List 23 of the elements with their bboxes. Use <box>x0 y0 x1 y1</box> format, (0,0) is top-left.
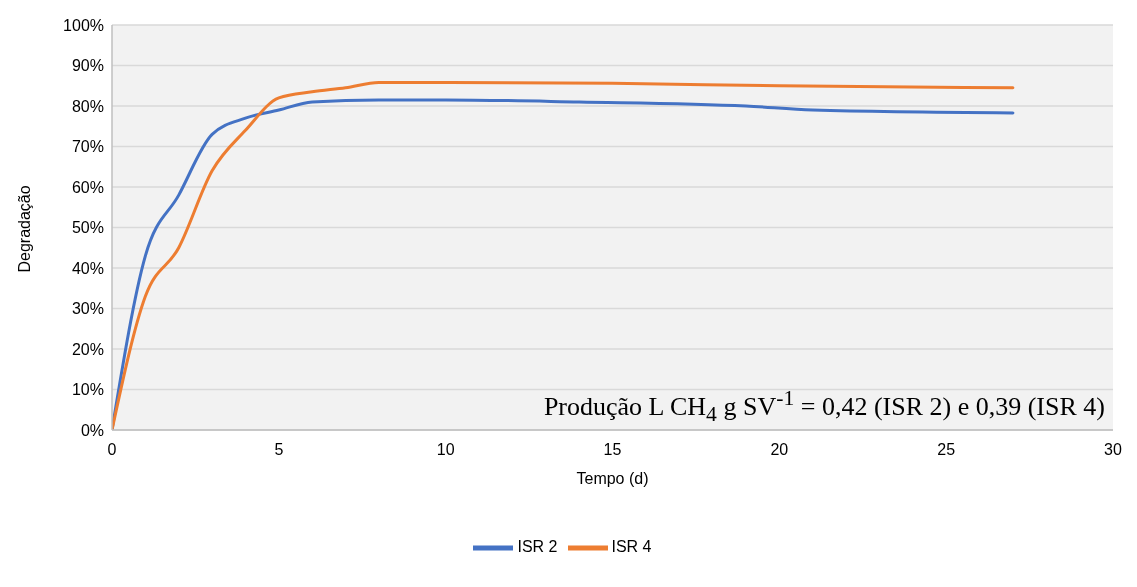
y-tick-label: 70% <box>71 138 104 156</box>
x-tick-label: 15 <box>603 441 622 459</box>
x-tick-label: 5 <box>274 441 284 459</box>
y-tick-label: 30% <box>71 300 104 318</box>
y-tick-label: 20% <box>71 340 104 358</box>
y-tick-label: 90% <box>71 57 104 75</box>
x-tick-label: 20 <box>770 441 789 459</box>
x-tick-label: 10 <box>436 441 455 459</box>
x-tick-label: 25 <box>937 441 956 459</box>
x-axis-title: Tempo (d) <box>576 470 649 487</box>
y-tick-label: 0% <box>80 421 104 439</box>
legend-label: ISR 2 <box>517 538 558 556</box>
x-tick-label: 30 <box>1104 441 1122 459</box>
x-tick-label: 0 <box>107 441 117 459</box>
y-tick-label: 60% <box>71 178 104 196</box>
annotation: Produção L CH$_{4}$ g SV$^{-1}$ = 0,42 (ISR 2) e 0,39 (ISR 4) <box>543 386 1105 427</box>
y-axis-title: Degradação <box>15 185 33 273</box>
y-tick-label: 10% <box>71 381 104 399</box>
y-tick-label: 80% <box>71 97 104 115</box>
y-tick-label: 100% <box>63 16 104 34</box>
y-tick-label: 40% <box>71 259 104 277</box>
y-tick-label: 50% <box>71 219 104 237</box>
legend-label: ISR 4 <box>611 538 652 556</box>
